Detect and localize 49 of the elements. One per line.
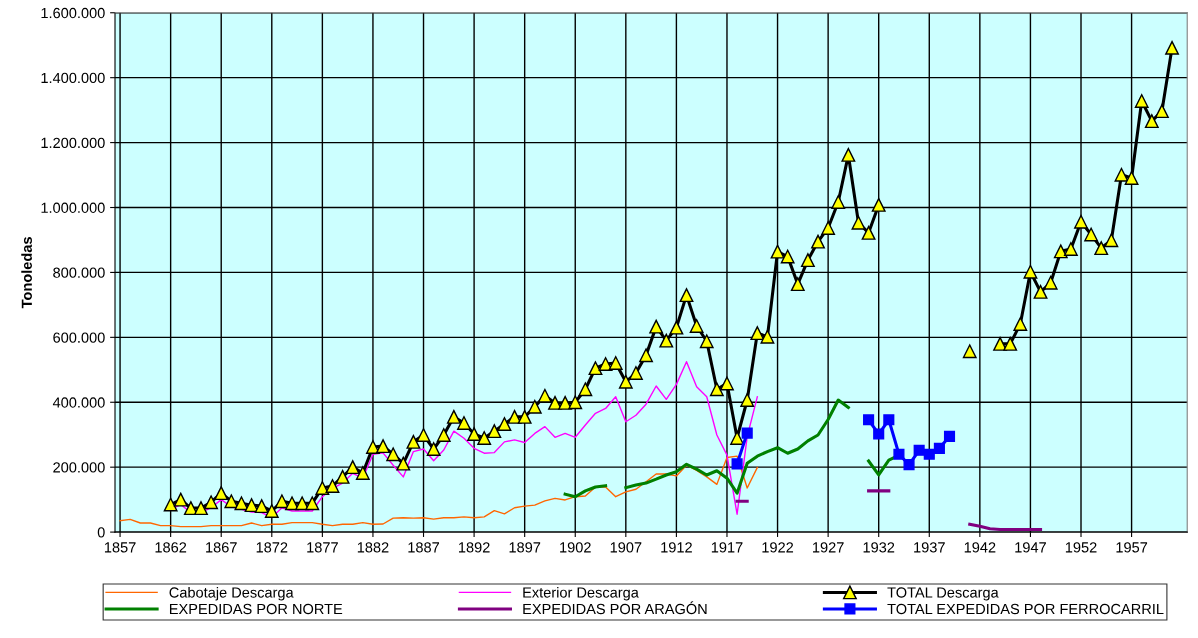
y-tick-label: 1.000.000 <box>41 202 105 213</box>
point <box>863 414 875 426</box>
x-tick-label: 1877 <box>307 542 338 553</box>
x-tick-label: 1937 <box>914 542 945 553</box>
x-tick-label: 1927 <box>813 542 844 553</box>
point <box>883 414 895 426</box>
x-tick-label: 1942 <box>964 542 996 553</box>
y-axis-title: Tonoledas <box>21 237 32 309</box>
y-tick-label: 1.600.000 <box>41 7 105 19</box>
legend-label: TOTAL Descarga <box>887 587 999 601</box>
x-tick-label: 1957 <box>1116 542 1148 553</box>
legend-label: TOTAL EXPEDIDAS POR FERROCARRIL <box>887 603 1164 615</box>
point <box>893 448 905 460</box>
x-tick-label: 1932 <box>863 542 895 553</box>
y-tick-label: 1.400.000 <box>41 72 105 84</box>
x-tick-label: 1882 <box>357 542 389 553</box>
x-tick-label: 1892 <box>458 542 490 553</box>
point <box>943 430 956 442</box>
y-tick-label: 600.000 <box>53 332 105 343</box>
point <box>741 427 753 439</box>
point <box>903 459 915 471</box>
x-tick-label: 1922 <box>762 542 794 553</box>
x-tick-label: 1902 <box>560 542 591 553</box>
x-tick-label: 1907 <box>610 542 642 553</box>
legend-label: EXPEDIDAS POR NORTE <box>169 603 343 615</box>
x-tick-label: 1912 <box>661 542 692 553</box>
line-series <box>119 455 759 528</box>
x-tick-label: 1862 <box>155 542 187 553</box>
legend-label: Cabotaje Descarga <box>169 586 294 601</box>
legend-label: EXPEDIDAS POR ARAGÓN <box>523 601 707 615</box>
y-tick-label: 200.000 <box>53 462 105 473</box>
x-tick-label: 1872 <box>256 542 288 553</box>
x-tick-label: 1897 <box>509 542 541 553</box>
x-tick-label: 1947 <box>1015 542 1046 553</box>
y-tick-label: 800.000 <box>53 267 105 278</box>
y-tick-label: 0 <box>97 527 105 538</box>
point <box>731 458 743 470</box>
x-tick-label: 1887 <box>408 542 440 553</box>
x-tick-label: 1867 <box>206 542 237 553</box>
y-tick-label: 1.200.000 <box>41 137 105 149</box>
x-tick-label: 1857 <box>104 542 136 553</box>
point <box>923 448 935 460</box>
x-tick-label: 1952 <box>1065 542 1097 553</box>
y-tick-label: 400.000 <box>52 397 105 408</box>
point <box>933 442 945 454</box>
legend-label: Exterior Descarga <box>523 586 639 601</box>
point <box>913 444 925 456</box>
point <box>873 428 885 440</box>
x-tick-label: 1917 <box>711 542 743 553</box>
